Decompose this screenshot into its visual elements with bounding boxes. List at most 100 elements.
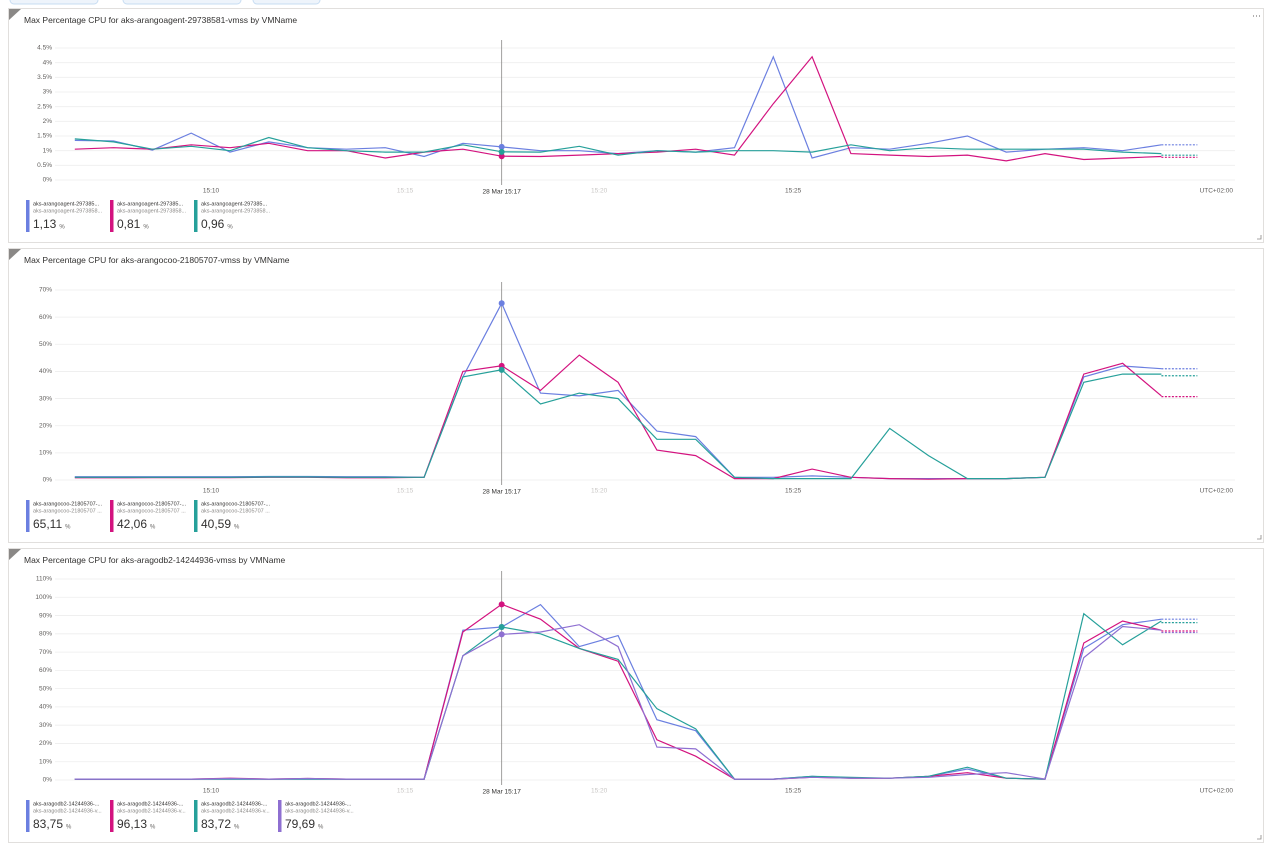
cursor-dot	[498, 153, 505, 160]
chart-title: Max Percentage CPU for aks-arangocoo-218…	[24, 255, 290, 265]
legend-swatch	[26, 200, 30, 232]
y-tick-label: 60%	[39, 314, 52, 321]
timezone: UTC+02:00	[1200, 788, 1234, 795]
legend-name[interactable]: aks-aragodb2-14244936-...	[201, 801, 268, 807]
resize-handle[interactable]	[1257, 535, 1262, 540]
x-tick-label: 15:25	[785, 188, 802, 195]
x-tick-label: 15:25	[785, 788, 802, 795]
legend-subname: aks-aragodb2-14244936-v...	[117, 808, 186, 814]
legend-name[interactable]: aks-arangocoo-21805707-...	[201, 501, 271, 507]
legend-name[interactable]: aks-arangoagent-297385...	[33, 201, 100, 207]
legend-swatch	[278, 800, 282, 832]
timezone: UTC+02:00	[1200, 188, 1234, 195]
chart-panel: Max Percentage CPU for aks-arangocoo-218…	[8, 248, 1264, 543]
y-tick-label: 0.5%	[37, 162, 52, 169]
tab[interactable]	[252, 0, 321, 5]
y-tick-label: 70%	[39, 287, 52, 294]
resize-handle[interactable]	[1257, 235, 1262, 240]
legend-name[interactable]: aks-aragodb2-14244936-...	[33, 801, 100, 807]
cursor-dot	[498, 366, 505, 373]
legend-value: 83,75	[33, 817, 63, 831]
y-tick-label: 100%	[35, 594, 52, 601]
legend-value: 65,11	[33, 517, 62, 531]
tab[interactable]	[9, 0, 99, 5]
y-tick-label: 2.5%	[37, 103, 52, 110]
y-tick-label: 50%	[39, 685, 52, 692]
y-tick-label: 1.5%	[37, 133, 52, 140]
legend-unit: %	[318, 825, 324, 831]
legend-name[interactable]: aks-arangoagent-297385...	[117, 201, 184, 207]
legend-unit: %	[234, 525, 240, 531]
y-tick-label: 0%	[43, 177, 53, 184]
cursor-label: 28 Mar 15:17	[483, 489, 522, 496]
chart-title: Max Percentage CPU for aks-aragodb2-1424…	[24, 555, 286, 565]
series-line	[74, 55, 1162, 162]
panel-frame	[8, 548, 1264, 843]
x-tick-label: 15:25	[785, 488, 802, 495]
legend-subname: aks-aragodb2-14244936-v...	[285, 808, 354, 814]
y-tick-label: 70%	[39, 649, 52, 656]
legend-swatch	[26, 800, 30, 832]
legend-unit: %	[143, 225, 149, 231]
legend-name[interactable]: aks-aragodb2-14244936-...	[117, 801, 184, 807]
legend-swatch	[110, 500, 114, 532]
legend-unit: %	[150, 825, 156, 831]
legend-value: 40,59	[201, 517, 231, 531]
cursor-label: 28 Mar 15:17	[483, 789, 522, 796]
legend-name[interactable]: aks-arangocoo-21805707-...	[33, 501, 103, 507]
y-tick-label: 4%	[43, 59, 53, 66]
legend-subname: aks-aragodb2-14244936-v...	[201, 808, 270, 814]
y-tick-label: 0%	[43, 477, 53, 484]
series-line	[74, 136, 1162, 156]
legend-value: 79,69	[285, 817, 315, 831]
resize-handle[interactable]	[1257, 835, 1262, 840]
cursor-dot	[498, 631, 505, 638]
legend-name[interactable]: aks-aragodb2-14244936-...	[285, 801, 352, 807]
cursor-dot	[498, 148, 505, 155]
y-tick-label: 3.5%	[37, 74, 52, 81]
x-tick-label: 15:15	[397, 788, 414, 795]
cursor-dot	[498, 300, 505, 307]
panel-frame	[8, 248, 1264, 543]
legend-swatch	[26, 500, 30, 532]
y-tick-label: 20%	[39, 422, 52, 429]
legend-subname: aks-arangoagent-2973858...	[117, 208, 187, 214]
legend-unit: %	[59, 225, 65, 231]
y-tick-label: 4.5%	[37, 45, 52, 52]
y-tick-label: 60%	[39, 667, 52, 674]
filter-icon[interactable]	[9, 549, 21, 560]
x-tick-label: 15:10	[203, 488, 220, 495]
x-tick-label: 15:20	[591, 788, 608, 795]
legend-subname: aks-arangocoo-21805707 ...	[117, 508, 186, 514]
y-tick-label: 20%	[39, 740, 52, 747]
y-tick-label: 2%	[43, 118, 53, 125]
legend-subname: aks-aragodb2-14244936-v...	[33, 808, 102, 814]
x-tick-label: 15:10	[203, 788, 220, 795]
y-tick-label: 1%	[43, 147, 53, 154]
x-tick-label: 15:10	[203, 188, 220, 195]
chart-panel: Max Percentage CPU for aks-arangoagent-2…	[8, 8, 1264, 243]
tab[interactable]	[122, 0, 242, 5]
legend-subname: aks-arangocoo-21805707 ...	[33, 508, 102, 514]
y-tick-label: 0%	[43, 777, 53, 784]
filter-icon[interactable]	[9, 9, 21, 20]
legend-name[interactable]: aks-arangoagent-297385...	[201, 201, 268, 207]
legend-swatch	[194, 500, 198, 532]
y-tick-label: 110%	[36, 576, 52, 583]
x-tick-label: 15:20	[591, 488, 608, 495]
panel-frame	[8, 8, 1264, 243]
legend-swatch	[194, 200, 198, 232]
legend-unit: %	[65, 525, 71, 531]
legend-name[interactable]: aks-arangocoo-21805707-...	[117, 501, 187, 507]
chart-title: Max Percentage CPU for aks-arangoagent-2…	[24, 15, 297, 25]
legend-subname: aks-arangoagent-2973858...	[33, 208, 103, 214]
filter-icon[interactable]	[9, 249, 21, 260]
legend-subname: aks-arangocoo-21805707 ...	[201, 508, 270, 514]
y-tick-label: 40%	[39, 704, 52, 711]
y-tick-label: 30%	[39, 395, 52, 402]
y-tick-label: 10%	[39, 450, 52, 457]
cursor-dot	[498, 143, 505, 150]
y-tick-label: 3%	[43, 89, 53, 96]
legend-unit: %	[234, 825, 240, 831]
